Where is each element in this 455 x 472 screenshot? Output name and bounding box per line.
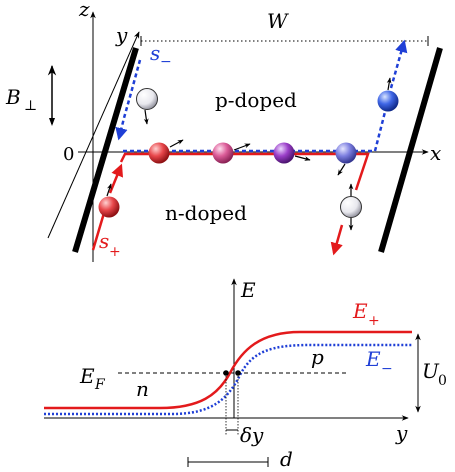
delta-y-label: δy: [240, 423, 264, 447]
curve-e-minus-subscript: −: [381, 361, 393, 377]
spin-white-upper: [136, 88, 158, 110]
s-plus-path: [91, 212, 106, 251]
s-minus-subscript: −: [160, 54, 172, 70]
fermi-label: E: [79, 364, 95, 388]
left-edge: [72, 47, 139, 253]
gap-subscript: 0: [438, 373, 447, 389]
d-label: d: [280, 447, 293, 471]
p-side-label: p: [311, 345, 324, 369]
field-subscript: ⊥: [24, 98, 37, 114]
spin-particles: [98, 77, 399, 231]
s-plus-label: s: [99, 229, 109, 253]
spin-blue: [377, 90, 399, 112]
curve-e-minus: [44, 343, 412, 416]
p-region-label: p-doped: [215, 88, 297, 112]
spin-red: [148, 142, 170, 164]
y-axis-label: y: [115, 23, 128, 47]
curve-e-minus-label: E: [365, 347, 381, 371]
field-label: B: [5, 85, 21, 109]
spin-red-edge: [98, 196, 120, 218]
spin-purple: [273, 142, 295, 164]
top-panel: z x 0 y W B ⊥ p-doped n-doped s −: [5, 0, 443, 262]
energy-axis-label: E: [240, 278, 256, 302]
origin-label: 0: [63, 144, 74, 165]
spin-white-lower: [340, 196, 362, 218]
n-region-label: n-doped: [165, 201, 247, 225]
y-axis: [47, 31, 140, 239]
curve-e-plus-label: E: [352, 299, 368, 323]
fermi-subscript: F: [94, 377, 106, 393]
curve-e-plus: [44, 330, 412, 410]
width-label: W: [267, 9, 289, 33]
position-axis-label: y: [395, 421, 408, 445]
s-plus-subscript: +: [109, 244, 121, 260]
s-minus-path: [115, 59, 142, 141]
n-side-label: n: [136, 377, 149, 401]
gap-label: U: [422, 359, 440, 383]
curve-e-plus-subscript: +: [368, 313, 380, 329]
x-axis-label: x: [430, 141, 441, 165]
spin-violet: [335, 142, 357, 164]
bottom-panel: E y E F n p E + E − U 0 δy d: [44, 278, 447, 471]
s-minus-label: s: [150, 41, 160, 65]
right-edge: [378, 47, 443, 253]
z-axis-label: z: [78, 0, 90, 21]
spin-pink: [212, 142, 234, 164]
